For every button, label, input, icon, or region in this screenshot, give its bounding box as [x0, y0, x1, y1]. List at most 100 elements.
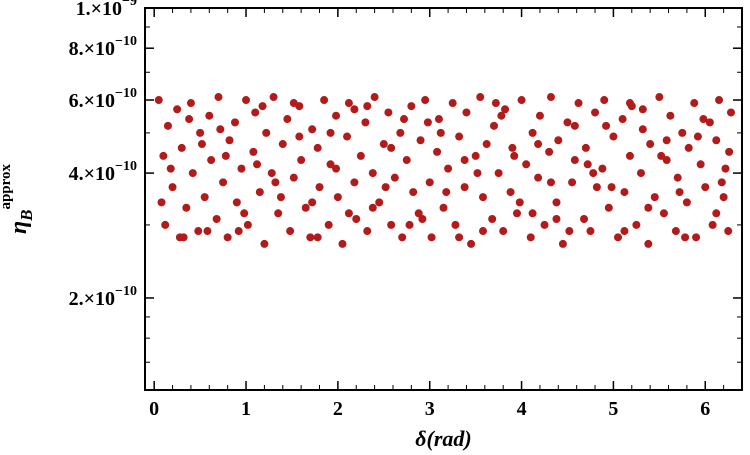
data-point-0-147: [708, 220, 717, 229]
data-point-0-99: [526, 233, 535, 242]
data-point-0-60: [375, 198, 384, 207]
data-point-0-109: [563, 118, 572, 127]
data-point-0-62: [384, 108, 393, 117]
y-tick-exponent-2: −10: [115, 86, 137, 101]
data-point-0-123: [618, 115, 627, 124]
data-point-0-1: [159, 151, 168, 160]
data-point-0-164: [350, 105, 359, 114]
data-point-0-101: [534, 173, 543, 182]
data-point-0-25: [243, 220, 252, 229]
data-point-0-11: [194, 227, 203, 236]
data-point-0-130: [644, 239, 653, 248]
data-point-0-35: [283, 115, 292, 124]
data-point-0-10: [188, 169, 197, 178]
data-point-0-41: [306, 233, 315, 242]
data-point-0-23: [237, 164, 246, 173]
data-point-0-187: [197, 140, 206, 149]
data-point-0-31: [267, 169, 276, 178]
data-point-0-96: [512, 209, 521, 218]
data-point-0-167: [405, 220, 414, 229]
y-tick-mantissa-4: 1.×10: [76, 0, 122, 20]
data-point-0-46: [324, 220, 333, 229]
data-point-0-19: [223, 233, 232, 242]
y-tick-label-1: 4.×10−10: [69, 159, 137, 185]
data-point-0-100: [528, 128, 537, 137]
data-point-0-43: [313, 143, 322, 152]
data-point-0-98: [522, 160, 531, 169]
data-point-0-156: [203, 227, 212, 236]
data-point-0-133: [655, 93, 664, 102]
data-point-0-150: [719, 193, 728, 202]
data-point-0-190: [253, 160, 262, 169]
data-point-0-143: [692, 233, 701, 242]
data-point-0-162: [313, 233, 322, 242]
data-point-0-111: [570, 156, 579, 165]
data-point-0-107: [554, 136, 563, 145]
data-point-0-137: [671, 227, 680, 236]
data-point-0-37: [289, 173, 298, 182]
data-point-0-63: [387, 220, 396, 229]
data-point-0-176: [570, 121, 579, 130]
x-tick-label-3: 3: [425, 398, 435, 420]
data-point-0-202: [473, 169, 482, 178]
data-point-0-214: [693, 132, 702, 141]
data-point-0-13: [200, 193, 209, 202]
data-point-0-193: [308, 198, 317, 207]
data-point-0-36: [286, 227, 295, 236]
data-point-0-77: [439, 203, 448, 212]
data-point-0-179: [625, 99, 634, 108]
data-point-0-103: [540, 220, 549, 229]
x-tick-label-1: 1: [241, 398, 251, 420]
data-point-0-163: [332, 164, 341, 173]
x-axis-label-text: δ(rad): [415, 426, 471, 451]
data-point-0-91: [494, 169, 503, 178]
data-point-0-69: [409, 188, 418, 197]
data-point-0-204: [510, 151, 519, 160]
data-point-0-144: [696, 160, 705, 169]
x-tick-label-4: 4: [517, 398, 527, 420]
data-point-0-209: [602, 121, 611, 130]
data-point-0-149: [715, 96, 724, 105]
data-point-0-211: [638, 105, 647, 114]
data-point-0-205: [528, 209, 537, 218]
data-point-0-40: [301, 203, 310, 212]
data-point-0-102: [535, 111, 544, 120]
data-point-0-117: [592, 183, 601, 192]
data-point-0-47: [326, 160, 335, 169]
data-point-0-138: [673, 173, 682, 182]
data-point-0-182: [681, 233, 690, 242]
data-point-0-108: [558, 239, 567, 248]
y-axis-label-subscript: B: [17, 210, 36, 222]
data-point-0-16: [212, 215, 221, 224]
data-point-0-26: [249, 147, 258, 156]
data-point-0-178: [607, 183, 616, 192]
data-point-0-80: [451, 220, 460, 229]
data-point-0-166: [387, 143, 396, 152]
data-point-0-85: [471, 151, 480, 160]
data-point-0-48: [332, 111, 341, 120]
data-point-0-210: [620, 227, 629, 236]
data-point-0-32: [269, 93, 278, 102]
y-axis-label-superscript: approx: [0, 163, 14, 209]
data-point-0-8: [182, 203, 191, 212]
data-point-0-192: [289, 99, 298, 108]
data-point-0-170: [460, 156, 469, 165]
data-point-0-106: [552, 198, 561, 207]
data-point-0-58: [368, 169, 377, 178]
data-point-0-171: [478, 227, 487, 236]
data-point-0-72: [421, 96, 430, 105]
data-point-0-57: [363, 227, 372, 236]
data-point-0-65: [396, 128, 405, 137]
data-point-0-157: [221, 151, 230, 160]
y-tick-label-4: 1.×10−9: [76, 0, 137, 20]
data-point-0-169: [442, 188, 451, 197]
data-point-0-9: [186, 99, 195, 108]
data-point-0-112: [574, 99, 583, 108]
data-point-0-94: [506, 188, 515, 197]
data-point-0-180: [644, 203, 653, 212]
data-point-0-33: [274, 209, 283, 218]
data-point-0-67: [402, 156, 411, 165]
data-point-0-24: [242, 96, 251, 105]
data-point-0-181: [662, 136, 671, 145]
